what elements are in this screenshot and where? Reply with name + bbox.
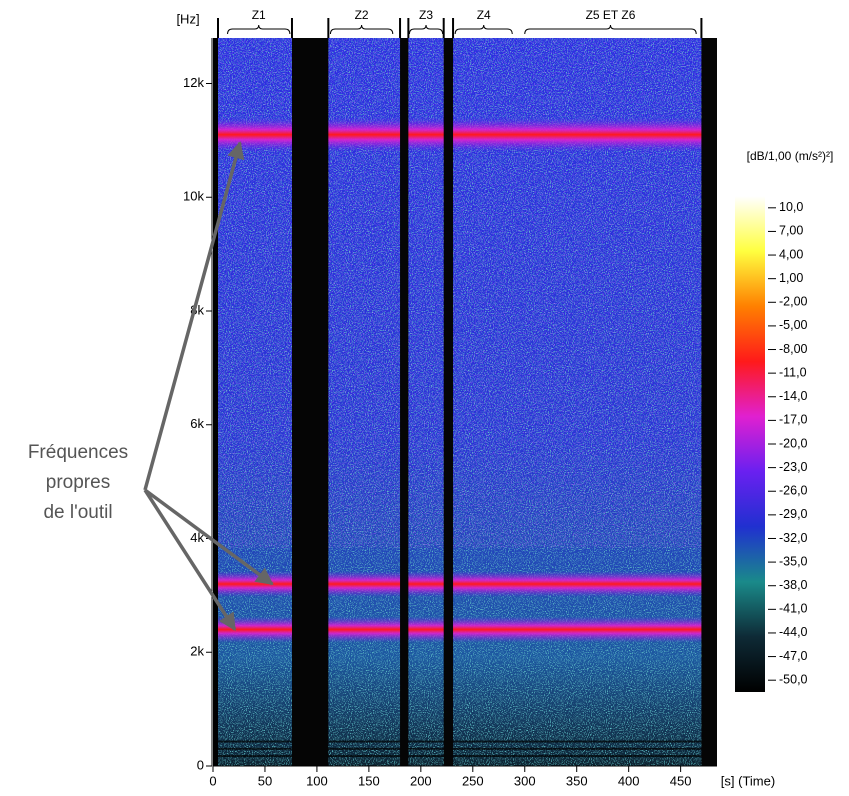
y-tick-label: 12k: [183, 75, 204, 90]
colorbar-tick-label: -20,0: [779, 436, 808, 450]
zone-label: Z3: [419, 8, 433, 22]
low-band: [213, 747, 717, 750]
annotation: propres: [46, 472, 110, 493]
zone-bracket: [408, 24, 444, 35]
colorbar-tick-label: -44,0: [779, 625, 808, 639]
zone-bracket: [524, 24, 697, 35]
x-tick-label: 450: [670, 773, 692, 788]
colorbar-tick-label: 10,0: [779, 200, 803, 214]
frequency-band: [213, 571, 717, 597]
data-gap: [291, 38, 329, 766]
x-label: [s] (Time): [721, 773, 775, 788]
colorbar-tick-label: -50,0: [779, 672, 808, 686]
colorbar-tick-label: -17,0: [779, 413, 808, 427]
low-band: [213, 740, 717, 743]
annotation-arrow: [143, 140, 245, 491]
zone-label: Z5 ET Z6: [586, 8, 636, 22]
colorbar-tick-label: 4,00: [779, 247, 803, 261]
colorbar-tick-label: -32,0: [779, 531, 808, 545]
colorbar-tick-label: -26,0: [779, 484, 808, 498]
colorbar-tick-label: -29,0: [779, 507, 808, 521]
annotation-arrow: [143, 488, 274, 586]
low-band: [213, 755, 717, 758]
x-tick-label: 0: [209, 773, 216, 788]
x-tick-label: 200: [410, 773, 432, 788]
x-tick-label: 250: [462, 773, 484, 788]
data-gap: [701, 38, 717, 766]
annotation: de l'outil: [43, 502, 112, 523]
frequency-band: [213, 117, 717, 152]
colorbar-tick-label: -8,00: [779, 342, 808, 356]
colorbar-tick-label: -2,00: [779, 295, 808, 309]
x-tick-label: 300: [514, 773, 536, 788]
colorbar-tick-label: -14,0: [779, 389, 808, 403]
annotation-arrow: [143, 489, 237, 631]
y-tick-label: 10k: [183, 189, 204, 204]
colorbar-tick-label: -11,0: [779, 365, 807, 379]
y-tick-label: 2k: [190, 644, 204, 659]
colorbar-tick-label: -41,0: [779, 602, 808, 616]
annotation: Fréquences: [28, 442, 128, 463]
zone-label: Z4: [477, 8, 491, 22]
frequency-band: [213, 616, 717, 643]
zone-label: Z2: [355, 8, 369, 22]
y-tick-label: 6k: [190, 416, 204, 431]
zone-bracket: [454, 24, 513, 35]
colorbar: [735, 196, 765, 692]
colorbar-tick-label: 7,00: [779, 224, 803, 238]
zone-bracket: [227, 24, 291, 35]
colorbar-tick-label: -35,0: [779, 554, 808, 568]
colorbar-title: [dB/1,00 (m/s²)²]: [747, 149, 834, 163]
colorbar-tick-label: -23,0: [779, 460, 808, 474]
y-tick-label: 0: [197, 757, 204, 772]
y-unit: [Hz]: [176, 11, 199, 26]
data-gap: [400, 38, 409, 766]
x-tick-label: 50: [258, 773, 272, 788]
colorbar-tick-label: -5,00: [779, 318, 808, 332]
zone-label: Z1: [252, 8, 266, 22]
colorbar-tick-label: -38,0: [779, 578, 808, 592]
x-tick-label: 350: [566, 773, 588, 788]
plot-left-edge: [213, 38, 218, 766]
colorbar-tick-label: -47,0: [779, 649, 808, 663]
x-tick-label: 150: [358, 773, 380, 788]
x-tick-label: 400: [618, 773, 640, 788]
y-tick-label: 4k: [190, 530, 204, 545]
x-tick-label: 100: [306, 773, 328, 788]
spectrogram-noise: [213, 38, 717, 548]
zone-bracket: [329, 24, 394, 35]
colorbar-tick-label: 1,00: [779, 271, 803, 285]
data-gap: [443, 38, 454, 766]
